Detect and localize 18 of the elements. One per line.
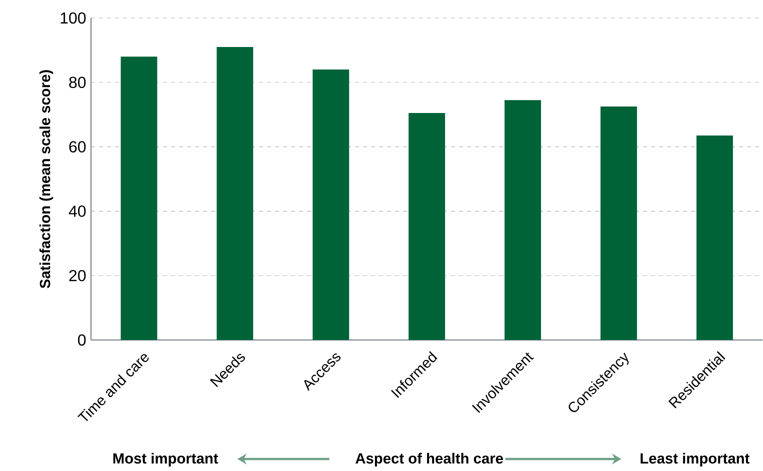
bar xyxy=(696,136,733,340)
y-tick-label: 20 xyxy=(69,270,86,282)
bar xyxy=(504,100,542,340)
bar xyxy=(216,46,254,340)
y-tick-label: 40 xyxy=(68,206,86,217)
y-axis-title: Satisfaction (mean scale score) xyxy=(39,70,54,288)
x-axis-title: Aspect of health care xyxy=(356,452,503,466)
y-tick-label: 80 xyxy=(69,76,86,88)
bar xyxy=(600,106,637,340)
y-tick-label: 100 xyxy=(60,12,86,24)
y-tick-label: 60 xyxy=(69,141,86,152)
bar xyxy=(312,70,350,340)
bar xyxy=(120,56,158,340)
x-tick-label: Time and care xyxy=(77,354,149,422)
text: Most important xyxy=(113,452,218,466)
bar xyxy=(408,112,446,340)
y-tick-label: 0 xyxy=(78,334,86,346)
text: Least important xyxy=(640,452,750,466)
